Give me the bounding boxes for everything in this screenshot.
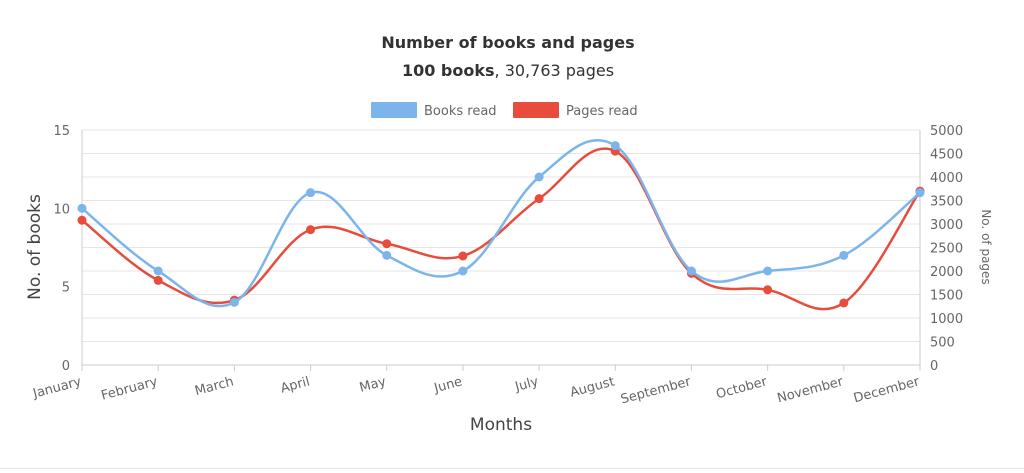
data-point[interactable]: [382, 239, 392, 249]
y-tick-label-right: 0: [930, 359, 938, 374]
x-tick-label: October: [715, 374, 770, 402]
chart-subtitle: 100 books, 30,763 pages: [402, 61, 614, 80]
data-point[interactable]: [382, 250, 392, 260]
legend-item-pages[interactable]: Pages read: [513, 102, 638, 119]
x-tick-label: November: [776, 374, 846, 406]
x-tick-label: February: [100, 374, 160, 403]
data-point[interactable]: [77, 215, 87, 225]
y-tick-label-right: 5000: [930, 124, 963, 139]
y-tick-label-right: 4000: [930, 171, 963, 186]
data-point[interactable]: [915, 188, 925, 198]
data-point[interactable]: [77, 203, 87, 213]
data-point[interactable]: [458, 251, 468, 261]
y-tick-label-right: 3000: [930, 218, 963, 233]
data-point[interactable]: [229, 297, 239, 307]
data-point[interactable]: [610, 141, 620, 151]
data-point[interactable]: [534, 194, 544, 204]
data-point[interactable]: [763, 285, 773, 295]
data-point[interactable]: [458, 266, 468, 276]
x-tick-label: January: [31, 374, 84, 402]
data-point[interactable]: [534, 172, 544, 182]
x-tick-label: May: [358, 374, 388, 396]
y-tick-label-left: 10: [53, 202, 70, 217]
x-tick-label: August: [568, 374, 616, 400]
x-axis-title: Months: [470, 415, 532, 435]
legend-label-books: Books read: [424, 104, 497, 119]
data-point[interactable]: [763, 266, 773, 276]
series-books-read: [77, 139, 925, 308]
x-tick-label: December: [852, 374, 922, 406]
y-tick-label-right: 4500: [930, 148, 963, 163]
chart-title: Number of books and pages: [381, 33, 634, 52]
legend-item-books[interactable]: Books read: [371, 102, 497, 119]
x-tick-label: July: [513, 374, 541, 395]
legend-swatch-pages: [513, 102, 559, 118]
grid: [81, 129, 921, 371]
data-point[interactable]: [306, 188, 316, 198]
y-tick-label-right: 3500: [930, 195, 963, 210]
x-tick-label: March: [193, 374, 235, 399]
data-point[interactable]: [153, 275, 163, 285]
data-point[interactable]: [839, 250, 849, 260]
y-axis-title-right: No. of pages: [979, 209, 993, 284]
data-point[interactable]: [306, 225, 316, 235]
series: [77, 139, 925, 311]
legend: Books read Pages read: [371, 102, 638, 119]
legend-swatch-books: [371, 102, 417, 118]
x-tick-label: June: [432, 374, 464, 396]
chart-subtitle-rest: , 30,763 pages: [495, 61, 615, 80]
series-line: [80, 139, 922, 308]
data-point[interactable]: [686, 266, 696, 276]
x-tick-label: September: [619, 374, 693, 407]
legend-label-pages: Pages read: [566, 104, 638, 119]
y-tick-label-left: 15: [53, 124, 70, 139]
y-tick-label-right: 1500: [930, 289, 963, 304]
y-axis-title-left: No. of books: [25, 194, 45, 300]
chart-subtitle-bold: 100 books: [402, 61, 495, 80]
y-tick-label-right: 2000: [930, 265, 963, 280]
y-tick-label-right: 500: [930, 336, 955, 351]
y-tick-label-left: 0: [62, 359, 70, 374]
y-tick-label-right: 1000: [930, 312, 963, 327]
x-tick-label: April: [279, 374, 312, 396]
y-tick-label-right: 2500: [930, 242, 963, 257]
y-tick-label-left: 5: [62, 281, 70, 296]
data-point[interactable]: [153, 266, 163, 276]
data-point[interactable]: [839, 298, 849, 308]
